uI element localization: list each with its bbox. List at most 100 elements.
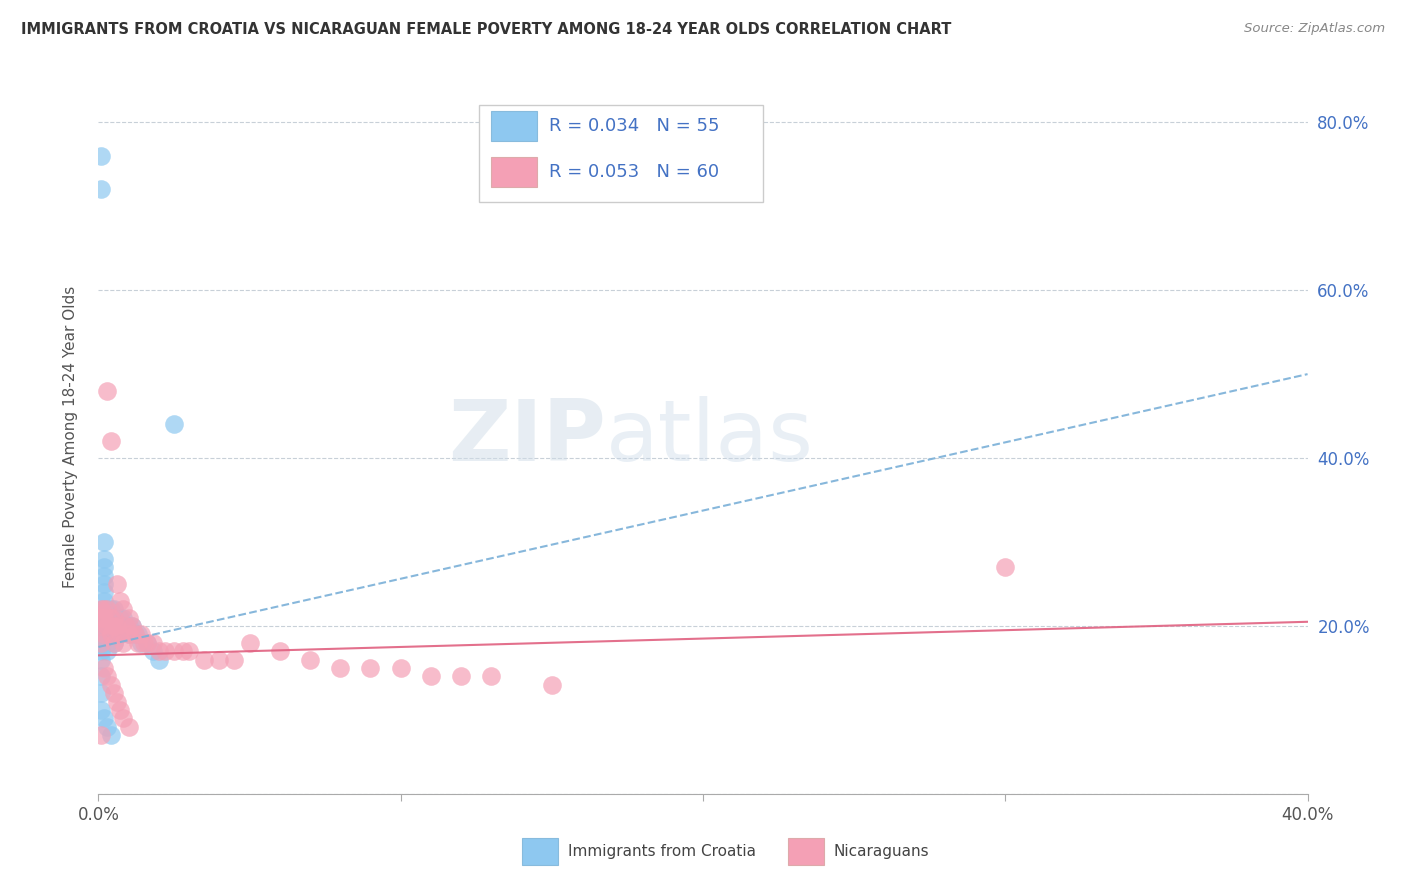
Point — [93, 585, 115, 599]
Point — [103, 686, 125, 700]
Point — [193, 652, 215, 666]
Point — [179, 644, 201, 658]
FancyBboxPatch shape — [479, 105, 763, 202]
Point — [389, 661, 412, 675]
Point — [142, 644, 165, 658]
Point — [127, 627, 149, 641]
Point — [540, 678, 562, 692]
Point — [100, 627, 122, 641]
Point — [103, 636, 125, 650]
Point — [90, 652, 112, 666]
Point — [103, 636, 125, 650]
Point — [90, 619, 112, 633]
Text: R = 0.053   N = 60: R = 0.053 N = 60 — [550, 163, 720, 181]
Point — [269, 644, 291, 658]
Point — [108, 610, 131, 624]
Text: atlas: atlas — [606, 395, 814, 479]
Point — [100, 627, 122, 641]
Point — [172, 644, 194, 658]
Point — [360, 661, 382, 675]
Point — [127, 636, 149, 650]
Point — [93, 535, 115, 549]
Point — [93, 661, 115, 675]
Point — [208, 652, 231, 666]
Point — [100, 728, 122, 742]
Point — [114, 619, 136, 633]
Point — [103, 619, 125, 633]
Point — [90, 619, 112, 633]
Text: Source: ZipAtlas.com: Source: ZipAtlas.com — [1244, 22, 1385, 36]
Point — [132, 636, 155, 650]
Point — [100, 602, 122, 616]
Point — [93, 577, 115, 591]
Point — [93, 602, 115, 616]
Point — [299, 652, 322, 666]
Point — [93, 627, 115, 641]
Point — [90, 182, 112, 196]
Point — [118, 619, 141, 633]
Point — [93, 610, 115, 624]
Point — [96, 619, 118, 633]
Point — [153, 644, 176, 658]
Point — [90, 636, 112, 650]
FancyBboxPatch shape — [492, 157, 537, 187]
FancyBboxPatch shape — [492, 111, 537, 141]
Point — [148, 652, 170, 666]
Point — [93, 602, 115, 616]
Point — [93, 560, 115, 574]
Point — [118, 627, 141, 641]
Point — [96, 636, 118, 650]
Point — [105, 694, 128, 708]
Point — [103, 619, 125, 633]
Point — [111, 711, 134, 725]
Point — [100, 610, 122, 624]
Text: Nicaraguans: Nicaraguans — [834, 844, 929, 859]
Point — [103, 610, 125, 624]
Text: IMMIGRANTS FROM CROATIA VS NICARAGUAN FEMALE POVERTY AMONG 18-24 YEAR OLDS CORRE: IMMIGRANTS FROM CROATIA VS NICARAGUAN FE… — [21, 22, 952, 37]
Point — [450, 669, 472, 683]
Point — [90, 636, 112, 650]
Point — [124, 627, 146, 641]
Point — [118, 627, 141, 641]
Point — [90, 602, 112, 616]
Point — [93, 551, 115, 566]
Point — [90, 644, 112, 658]
Point — [420, 669, 443, 683]
Point — [124, 627, 146, 641]
Point — [100, 619, 122, 633]
Point — [96, 627, 118, 641]
Point — [93, 594, 115, 608]
Point — [90, 669, 112, 683]
Point — [994, 560, 1017, 574]
Point — [96, 720, 118, 734]
Point — [93, 619, 115, 633]
Point — [103, 610, 125, 624]
Point — [111, 602, 134, 616]
Point — [118, 610, 141, 624]
Point — [93, 610, 115, 624]
Point — [114, 619, 136, 633]
Point — [224, 652, 246, 666]
Point — [129, 636, 152, 650]
Point — [90, 686, 112, 700]
Y-axis label: Female Poverty Among 18-24 Year Olds: Female Poverty Among 18-24 Year Olds — [63, 286, 77, 588]
Point — [163, 417, 186, 432]
Point — [111, 636, 134, 650]
Point — [108, 703, 131, 717]
Point — [105, 577, 128, 591]
FancyBboxPatch shape — [787, 838, 824, 865]
Point — [96, 602, 118, 616]
Point — [142, 636, 165, 650]
Point — [148, 644, 170, 658]
Point — [100, 678, 122, 692]
Point — [100, 610, 122, 624]
Point — [239, 636, 262, 650]
Point — [93, 568, 115, 582]
Point — [163, 644, 186, 658]
Point — [108, 594, 131, 608]
Point — [90, 627, 112, 641]
Point — [93, 711, 115, 725]
Point — [96, 669, 118, 683]
Point — [96, 384, 118, 398]
Point — [103, 602, 125, 616]
